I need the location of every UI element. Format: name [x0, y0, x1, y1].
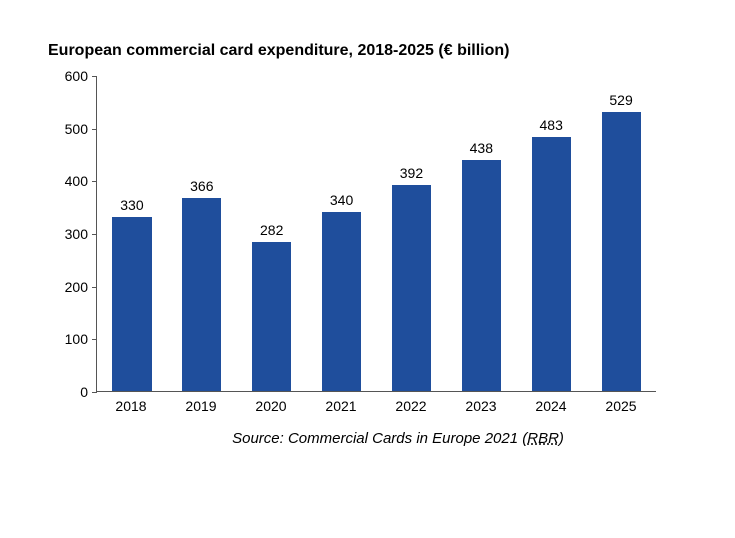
bar-value-label: 366	[190, 178, 213, 194]
bar: 392	[392, 185, 431, 391]
bars-row: 330 366 282 340 392 438 483 529	[97, 76, 656, 391]
x-tick-label: 2020	[236, 392, 306, 414]
y-tick-label: 200	[65, 279, 88, 295]
bar-value-label: 438	[470, 140, 493, 156]
y-tick-label: 600	[65, 68, 88, 84]
bar: 330	[112, 217, 151, 391]
y-tick-mark	[92, 287, 97, 288]
bar-slot: 438	[446, 76, 516, 391]
x-axis: 20182019202020212022202320242025	[96, 392, 656, 414]
source-line: Source: Commercial Cards in Europe 2021 …	[128, 430, 668, 447]
bar: 366	[182, 198, 221, 391]
source-suffix: )	[559, 430, 564, 447]
x-tick-label: 2021	[306, 392, 376, 414]
bar-slot: 340	[307, 76, 377, 391]
y-tick-mark	[92, 76, 97, 77]
x-tick-label: 2024	[516, 392, 586, 414]
bar-slot: 392	[377, 76, 447, 391]
y-tick-label: 500	[65, 121, 88, 137]
source-text: Source: Commercial Cards in Europe 2021 …	[232, 430, 527, 447]
bar: 438	[462, 160, 501, 391]
chart-title: European commercial card expenditure, 20…	[48, 42, 668, 60]
bar-slot: 366	[167, 76, 237, 391]
x-tick-label: 2019	[166, 392, 236, 414]
y-tick-mark	[92, 181, 97, 182]
bar-slot: 483	[516, 76, 586, 391]
bar-slot: 529	[586, 76, 656, 391]
y-tick-label: 0	[80, 384, 88, 400]
y-tick-mark	[92, 234, 97, 235]
bar-slot: 330	[97, 76, 167, 391]
bar-slot: 282	[237, 76, 307, 391]
bar: 282	[252, 242, 291, 391]
bar-value-label: 529	[609, 92, 632, 108]
y-tick-label: 400	[65, 173, 88, 189]
y-axis: 0100200300400500600	[48, 76, 96, 392]
bar: 483	[532, 137, 571, 391]
bar-value-label: 282	[260, 222, 283, 238]
x-tick-label: 2023	[446, 392, 516, 414]
chart-container: European commercial card expenditure, 20…	[48, 42, 668, 447]
x-tick-label: 2022	[376, 392, 446, 414]
bar: 529	[602, 112, 641, 391]
bar-value-label: 330	[120, 197, 143, 213]
bar-value-label: 340	[330, 192, 353, 208]
bar-value-label: 483	[540, 117, 563, 133]
source-rbr: RBR	[527, 430, 559, 447]
y-tick-label: 300	[65, 226, 88, 242]
bars-region: 330 366 282 340 392 438 483 529	[96, 76, 656, 392]
y-tick-label: 100	[65, 331, 88, 347]
bar: 340	[322, 212, 361, 391]
y-tick-mark	[92, 339, 97, 340]
bar-value-label: 392	[400, 165, 423, 181]
x-tick-label: 2025	[586, 392, 656, 414]
y-tick-mark	[92, 129, 97, 130]
plot-area: 0100200300400500600 33036628234039243848…	[48, 76, 656, 392]
x-tick-label: 2018	[96, 392, 166, 414]
